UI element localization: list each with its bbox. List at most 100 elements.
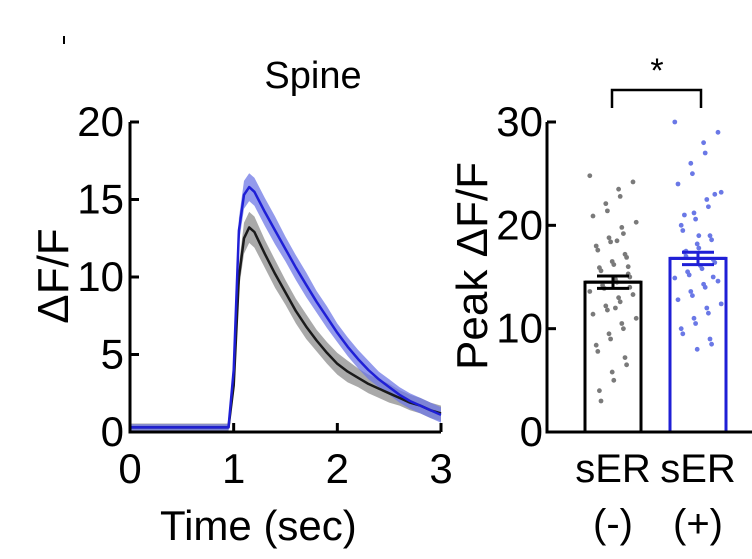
scatter-point bbox=[621, 231, 626, 237]
scatter-point bbox=[707, 336, 713, 342]
scatter-point bbox=[691, 210, 697, 216]
scatter-point bbox=[704, 305, 710, 311]
scatter-point bbox=[718, 189, 724, 195]
scatter-point bbox=[587, 289, 593, 294]
peak-error-bars bbox=[585, 250, 726, 290]
scatter-point bbox=[619, 321, 625, 326]
scatter-point bbox=[606, 331, 612, 337]
y-tick-label: 10 bbox=[496, 305, 543, 352]
scatter-point bbox=[702, 284, 708, 290]
scatter-point bbox=[693, 321, 698, 326]
scatter-point bbox=[675, 181, 681, 187]
scatter-point bbox=[608, 239, 613, 245]
scatter-point bbox=[712, 191, 718, 197]
scatter-point bbox=[606, 235, 612, 241]
scatter-point bbox=[609, 369, 615, 375]
scatter-point bbox=[706, 204, 711, 210]
x-tick-label: 0 bbox=[118, 445, 141, 492]
timecourse-title: Spine bbox=[264, 55, 361, 97]
category-sublabel: (-) bbox=[593, 502, 633, 546]
timecourse-ticks: 0 5 10 15 20 0 1 2 3 bbox=[77, 98, 452, 492]
scatter-point bbox=[617, 299, 623, 305]
scatter-point bbox=[605, 208, 610, 214]
scatter-point bbox=[611, 377, 617, 383]
category-label: sER bbox=[575, 447, 651, 491]
scatter-point bbox=[608, 336, 613, 342]
scatter-point bbox=[633, 219, 639, 225]
bar-1 bbox=[583, 280, 643, 434]
y-tick-label: 5 bbox=[101, 331, 124, 378]
scatter-point bbox=[598, 268, 604, 274]
y-tick-label: 20 bbox=[496, 201, 543, 248]
timecourse-panel: Spine 0 5 10 15 20 0 1 2 3 Time (sec) ΔF/F bbox=[29, 55, 453, 549]
peak-y-label: Peak ΔF/F bbox=[448, 162, 497, 370]
y-tick-label: 10 bbox=[77, 253, 124, 300]
error-band-series-1 bbox=[130, 211, 441, 432]
scatter-point bbox=[624, 362, 629, 368]
scatter-point bbox=[678, 326, 684, 332]
scatter-point bbox=[693, 216, 698, 222]
scatter-point bbox=[672, 119, 678, 125]
scatter-point bbox=[702, 150, 708, 156]
x-tick-label: 3 bbox=[429, 445, 452, 492]
scatter-point bbox=[621, 326, 626, 332]
scatter-point bbox=[691, 315, 697, 321]
y-tick-label: 0 bbox=[520, 408, 543, 455]
scatter-point bbox=[605, 307, 610, 313]
scatter-point bbox=[625, 264, 631, 270]
y-tick-label: 15 bbox=[77, 176, 124, 223]
scatter-point bbox=[699, 266, 705, 272]
scatter-point bbox=[598, 398, 604, 404]
scatter-point bbox=[595, 349, 601, 354]
scatter-point bbox=[694, 346, 700, 352]
scatter-point bbox=[706, 310, 711, 316]
scatter-point bbox=[678, 222, 684, 228]
scatter-point bbox=[630, 292, 636, 297]
timecourse-lines bbox=[130, 185, 442, 429]
scatter-point bbox=[587, 173, 593, 179]
scatter-point bbox=[590, 311, 596, 317]
scatter-point bbox=[633, 315, 639, 321]
x-tick-label: 2 bbox=[326, 445, 349, 492]
scatter-point bbox=[616, 295, 621, 301]
scatter-point bbox=[603, 303, 609, 309]
scatter-point bbox=[707, 233, 713, 239]
line-series-2 bbox=[130, 185, 442, 429]
scatter-point bbox=[624, 254, 629, 260]
scatter-point bbox=[603, 201, 609, 207]
scatter-point bbox=[593, 243, 599, 249]
scatter-point bbox=[680, 228, 686, 233]
scatter-point bbox=[597, 388, 602, 394]
scatter-point bbox=[715, 278, 721, 284]
scatter-point bbox=[709, 237, 714, 243]
scatter-point bbox=[593, 342, 599, 348]
category-sublabel: (+) bbox=[673, 502, 723, 546]
peak-category-labels: sER (-) sER (+) bbox=[575, 447, 736, 546]
x-tick-label: 1 bbox=[222, 445, 245, 492]
scatter-point bbox=[622, 355, 628, 360]
scatter-point bbox=[704, 197, 710, 202]
timecourse-y-label: ΔF/F bbox=[29, 228, 78, 323]
peak-bar-panel: 0 10 20 30 * Peak ΔF/F sER (-) sER (+) bbox=[448, 52, 752, 546]
scatter-point bbox=[616, 186, 621, 192]
y-tick-label: 0 bbox=[101, 408, 124, 455]
scatter-point bbox=[675, 297, 681, 303]
scatter-point bbox=[694, 241, 700, 247]
significance-marker: * bbox=[650, 52, 663, 90]
scatter-point bbox=[619, 225, 625, 230]
scatter-point bbox=[718, 301, 724, 307]
significance-bracket bbox=[610, 88, 703, 108]
bar-2 bbox=[668, 256, 728, 434]
y-tick-label: 30 bbox=[496, 98, 543, 145]
scatter-point bbox=[715, 129, 721, 135]
scatter-point bbox=[690, 293, 695, 298]
scatter-point bbox=[617, 194, 623, 199]
scatter-point bbox=[709, 341, 714, 347]
scatter-point bbox=[595, 247, 601, 253]
scatter-point bbox=[630, 179, 636, 185]
timecourse-x-label: Time (sec) bbox=[160, 502, 357, 549]
scatter-point bbox=[696, 245, 702, 251]
category-label: sER bbox=[660, 447, 736, 491]
scatter-point bbox=[696, 233, 702, 239]
